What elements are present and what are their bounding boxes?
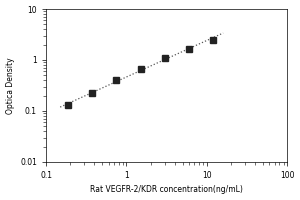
Y-axis label: Optica Density: Optica Density — [6, 57, 15, 114]
X-axis label: Rat VEGFR-2/KDR concentration(ng/mL): Rat VEGFR-2/KDR concentration(ng/mL) — [90, 185, 243, 194]
